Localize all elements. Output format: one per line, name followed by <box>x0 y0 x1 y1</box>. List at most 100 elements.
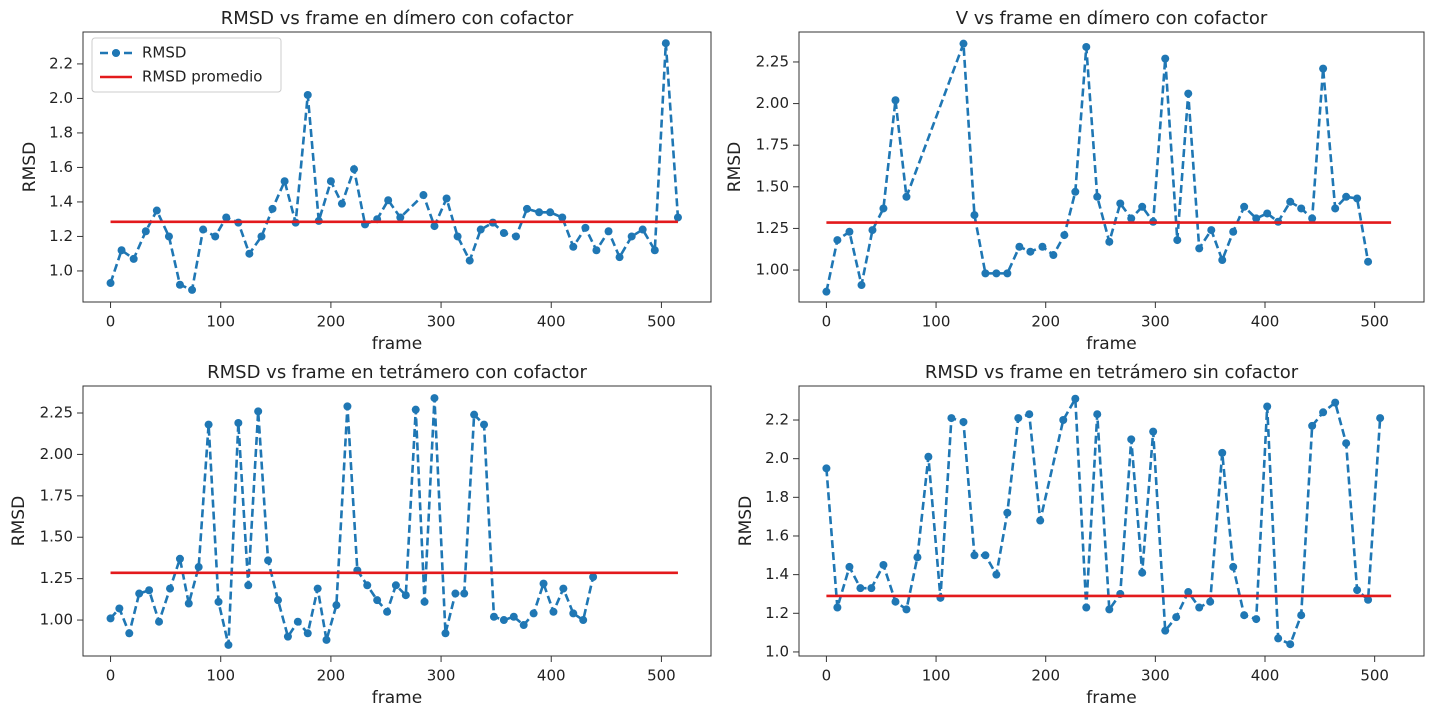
data-point <box>1364 257 1373 266</box>
data-point <box>1229 562 1238 571</box>
chart-title: RMSD vs frame en dímero con cofactor <box>221 8 574 29</box>
y-tick-label: 1.25 <box>40 569 73 587</box>
data-point <box>1184 89 1193 98</box>
x-axis-label: frame <box>372 334 422 354</box>
data-point <box>992 269 1001 278</box>
data-point <box>391 581 400 590</box>
x-tick-label: 500 <box>1360 667 1389 685</box>
data-point <box>326 177 335 186</box>
data-point <box>1331 398 1340 407</box>
data-point <box>856 584 865 593</box>
x-tick-label: 500 <box>647 667 676 685</box>
y-tick-label: 2.2 <box>765 411 789 429</box>
legend: RMSD RMSD promedio <box>91 37 282 93</box>
subplot: 0 100 200 300 400 500 1.0 1.2 1.4 1.6 1.8 2.0 2.2 RMS… <box>736 362 1425 708</box>
chart-title: V vs frame en dímero con cofactor <box>956 8 1268 29</box>
data-point <box>499 228 508 237</box>
data-point <box>913 553 922 562</box>
data-point <box>1342 192 1351 201</box>
data-point <box>465 256 474 265</box>
data-point <box>1319 408 1328 417</box>
data-point <box>175 280 184 289</box>
data-point <box>673 213 682 222</box>
y-tick-label: 2.2 <box>49 54 73 72</box>
data-point <box>1353 194 1362 203</box>
data-point <box>1015 242 1024 251</box>
plot-area <box>798 31 1425 303</box>
data-point <box>419 191 428 200</box>
data-point <box>1059 416 1068 425</box>
data-point <box>509 612 518 621</box>
data-point <box>959 417 968 426</box>
data-point <box>1116 199 1125 208</box>
data-point <box>106 279 115 288</box>
data-point <box>373 596 382 605</box>
data-point <box>891 96 900 105</box>
data-point <box>549 607 558 616</box>
data-point <box>1229 227 1238 236</box>
data-point <box>1207 226 1216 235</box>
y-tick-label: 1.8 <box>49 123 73 141</box>
y-axis-label: RMSD <box>736 496 756 546</box>
data-point <box>1060 231 1069 240</box>
data-point <box>430 222 439 231</box>
plot-area <box>82 385 712 657</box>
data-point <box>879 204 888 213</box>
data-point <box>383 607 392 616</box>
data-point <box>106 614 115 623</box>
data-point <box>188 285 197 294</box>
y-tick-label: 1.75 <box>40 486 73 504</box>
y-tick-label: 1.2 <box>49 227 73 245</box>
data-point <box>268 204 277 213</box>
data-point <box>1071 394 1080 403</box>
data-point <box>902 605 911 614</box>
data-point <box>1364 595 1373 604</box>
data-point <box>194 563 203 572</box>
data-point <box>293 617 302 626</box>
data-point <box>337 199 346 208</box>
data-point <box>476 225 485 234</box>
data-point <box>650 246 659 255</box>
data-point <box>1026 247 1035 256</box>
data-point <box>303 90 312 99</box>
data-point <box>833 603 842 612</box>
legend-label: RMSD <box>142 44 186 62</box>
data-point <box>411 405 420 414</box>
data-point <box>1093 192 1102 201</box>
data-point <box>257 232 266 241</box>
data-point <box>166 584 175 593</box>
data-point <box>592 246 601 255</box>
data-point <box>627 232 636 241</box>
subplot: 0 100 200 300 400 500 1.00 1.25 1.50 1.75 2.00 2.25… <box>725 8 1425 354</box>
data-point <box>211 232 220 241</box>
data-point <box>1308 214 1317 223</box>
data-point <box>332 601 341 610</box>
data-point <box>1138 202 1147 211</box>
x-tick-label: 0 <box>106 667 116 685</box>
data-point <box>1082 603 1091 612</box>
data-point <box>1331 204 1340 213</box>
data-point <box>822 464 831 473</box>
series-line <box>825 43 1370 292</box>
data-point <box>604 227 613 236</box>
data-point <box>581 223 590 232</box>
data-point <box>519 621 528 630</box>
y-tick-label: 1.00 <box>756 261 789 279</box>
data-point <box>970 551 979 560</box>
data-point <box>1082 42 1091 51</box>
data-point <box>1218 256 1227 265</box>
data-point <box>363 581 372 590</box>
x-tick-label: 300 <box>1141 313 1170 331</box>
data-point <box>992 570 1001 579</box>
y-axis-label: RMSD <box>725 142 745 192</box>
data-point <box>569 242 578 251</box>
x-tick-label: 300 <box>427 313 456 331</box>
data-point <box>441 629 450 638</box>
data-point <box>199 225 208 234</box>
data-point <box>420 597 429 606</box>
data-point <box>1252 615 1261 624</box>
y-tick-label: 1.50 <box>756 177 789 195</box>
y-tick-label: 1.00 <box>40 611 73 629</box>
data-point <box>879 560 888 569</box>
